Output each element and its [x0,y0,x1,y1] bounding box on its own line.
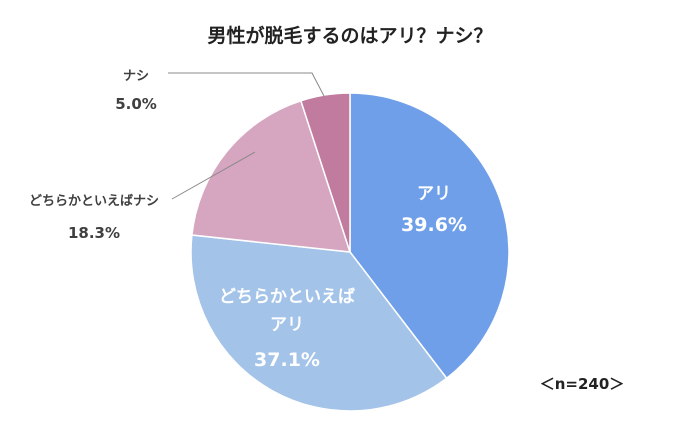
slice-value-dochira-nashi: 18.3% [68,224,120,242]
leader-line-dochira-nashi [171,151,256,200]
slice-value-nashi: 5.0% [115,95,157,113]
slice-nashi [299,92,351,253]
slice-label-dochira-ari-line2: アリ [270,315,304,335]
slice-label-nashi: ナシ [123,69,149,84]
slice-value-dochira-ari: 37.1% [254,349,320,371]
leader-line-nashi [168,72,325,97]
slice-ari [349,92,510,380]
sample-size-note: ＜n=240＞ [540,375,625,393]
slice-label-dochira-nashi: どちらかといえばナシ [29,194,159,209]
slice-label-dochira-ari-line1: どちらかといえば [219,287,355,307]
slice-dochira-ari [190,234,448,412]
pie-slices [190,92,510,412]
slice-dochira-nashi [191,99,352,253]
chart-title: 男性が脱毛するのはアリ？ナシ？ [207,24,492,47]
slice-value-ari: 39.6% [401,214,467,236]
slice-label-ari: アリ [417,184,451,204]
